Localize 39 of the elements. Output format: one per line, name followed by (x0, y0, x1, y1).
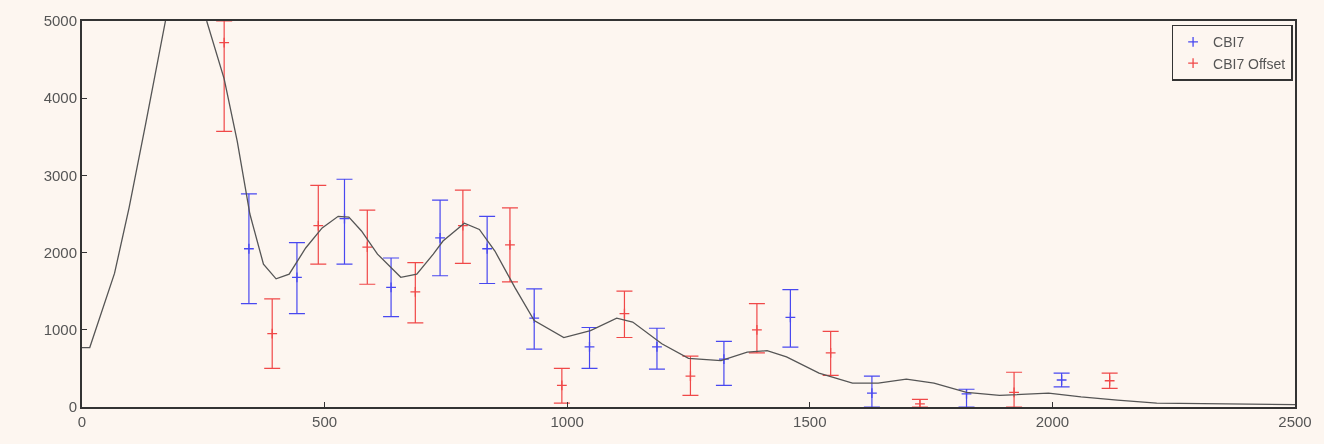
point (291, 271, 303, 283)
point (243, 243, 255, 255)
point (312, 220, 324, 232)
point (338, 213, 351, 225)
y-tick-label: 4000 (43, 89, 77, 107)
point (504, 239, 516, 251)
y-tick-label: 0 (68, 398, 77, 416)
point (457, 220, 469, 232)
point (266, 328, 278, 340)
point (825, 347, 837, 359)
point (866, 387, 878, 399)
point (218, 37, 230, 49)
point (960, 388, 973, 400)
point (409, 286, 421, 298)
point (385, 281, 397, 293)
x-tick-label: 500 (312, 413, 338, 430)
point (556, 379, 568, 391)
point (481, 243, 493, 255)
point (361, 241, 373, 253)
legend-label: CBI7 (1213, 34, 1245, 51)
point (784, 311, 796, 323)
y-tick-label: 2000 (43, 243, 77, 261)
y-tick-label: 5000 (43, 12, 77, 30)
x-tick-label: 1000 (550, 413, 584, 430)
point (528, 312, 540, 324)
legend-label: CBI7 Offset (1213, 55, 1286, 72)
x-tick-label: 1500 (793, 413, 827, 430)
y-tick-label: 3000 (43, 166, 77, 184)
point (583, 341, 596, 353)
x-tick-label: 2000 (1035, 413, 1070, 430)
point (718, 353, 730, 365)
point (751, 324, 763, 336)
x-tick-label: 2500 (1278, 413, 1312, 430)
point (684, 370, 696, 382)
point (618, 308, 630, 320)
y-tick-label: 1000 (43, 321, 77, 339)
point (651, 341, 663, 353)
point (1008, 386, 1020, 398)
point (434, 232, 446, 244)
